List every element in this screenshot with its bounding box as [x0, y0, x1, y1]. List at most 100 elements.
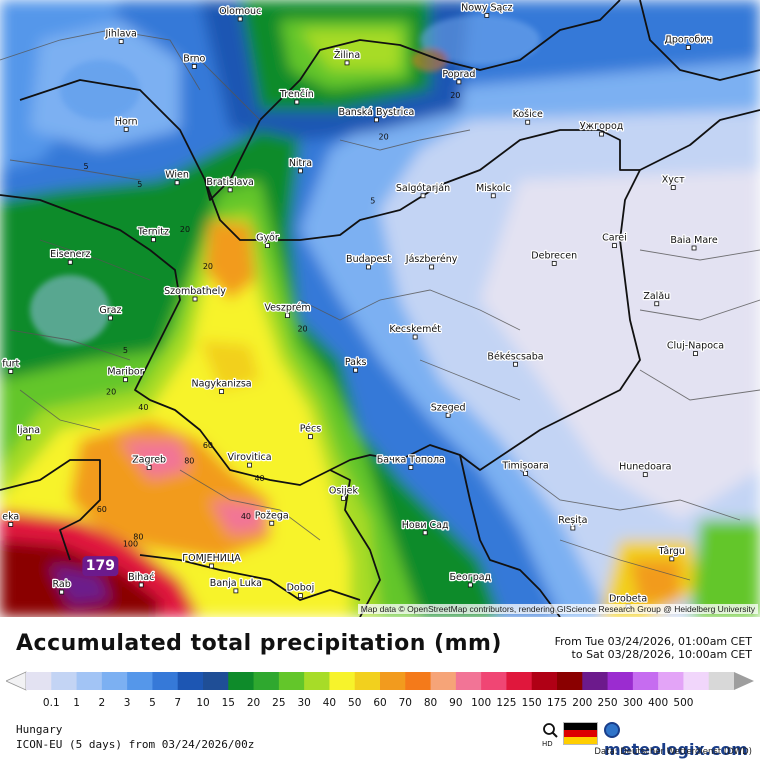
city-marker [693, 351, 698, 356]
contour-label: 20 [180, 225, 190, 234]
city-marker [523, 471, 528, 476]
city-marker [374, 117, 379, 123]
city-label: Wien [165, 170, 189, 181]
scale-tick-label: 7 [174, 697, 182, 709]
brand-name: meteologix.com [604, 740, 748, 759]
scale-tick-label: 80 [423, 697, 438, 709]
city-marker [237, 16, 243, 22]
city-marker [233, 588, 239, 594]
city-label: Cluj-Napoca [667, 341, 724, 352]
city-label: Zagreb [132, 454, 166, 465]
contour-label: 40 [254, 474, 264, 483]
city-marker [8, 368, 14, 374]
scale-color-swatch [203, 672, 229, 690]
legend-panel: Accumulated total precipitation (mm) Fro… [0, 617, 760, 760]
scale-color-swatch [354, 672, 381, 690]
scale-color-swatch [329, 672, 356, 690]
map-attribution: Map data © OpenStreetMap contributors, r… [357, 604, 758, 614]
brand-logo[interactable]: meteologix.com [604, 721, 760, 759]
city-marker [67, 259, 73, 265]
scale-tick-label: 200 [572, 697, 593, 709]
contour-label: 20 [297, 325, 307, 334]
city-marker [285, 313, 290, 319]
city-marker [445, 412, 451, 418]
scale-tick-label: 70 [398, 697, 412, 709]
city-label: Maribor [107, 367, 143, 378]
scale-tick-label: 3 [123, 697, 131, 709]
city-label: Miskolc [476, 183, 511, 194]
scale-tick-label: 150 [521, 697, 542, 709]
scale-color-swatch [430, 672, 457, 690]
contour-label: 60 [97, 505, 107, 514]
contour-label: 5 [123, 346, 128, 355]
model-run: ICON-EU (5 days) from 03/24/2026/00z [16, 738, 255, 751]
scale-color-swatch [455, 672, 482, 690]
hd-zoom-icon[interactable]: HD [540, 721, 566, 747]
precipitation-map[interactable]: 20 20 5 5 5 20 20 20 5 20 40 60 80 40 60 40 100 80 179 Olo… [0, 0, 760, 617]
city-label: Virovitica [227, 452, 271, 463]
city-label: ГОМЈЕНИЦА [182, 553, 241, 564]
city-marker [138, 582, 144, 588]
city-marker [151, 237, 156, 243]
city-marker [341, 495, 346, 501]
city-marker [59, 589, 65, 595]
city-label: Veszprém [264, 303, 310, 314]
city-marker [685, 45, 691, 50]
city-label: Szeged [431, 402, 466, 413]
scale-tick-label: 500 [673, 697, 694, 709]
contour-label: 5 [370, 197, 375, 206]
scale-color-swatch [708, 672, 735, 690]
contour-label: 80 [133, 532, 143, 541]
scale-color-swatch [405, 672, 432, 690]
city-marker [298, 168, 303, 174]
scale-color-swatch [531, 672, 558, 690]
city-marker [26, 435, 32, 441]
city-marker [691, 245, 697, 251]
contour-label: 5 [137, 180, 142, 189]
scale-max-arrow [734, 672, 754, 690]
city-marker [298, 593, 303, 599]
city-marker [123, 377, 128, 383]
city-label: Carei [602, 233, 627, 244]
contour-label: 100 [123, 539, 138, 548]
city-marker [366, 264, 371, 270]
scale-tick-label: 40 [322, 697, 337, 709]
city-marker [8, 522, 14, 527]
city-label: Нови Сад [402, 520, 449, 531]
city-label: Eisenerz [50, 249, 90, 260]
city-marker [269, 520, 275, 526]
city-label: Horn [115, 116, 138, 127]
city-label: Brno [183, 53, 205, 64]
city-label: Nagykanizsa [191, 379, 251, 390]
contour-label: 40 [241, 512, 251, 521]
city-label: Ternitz [137, 227, 169, 238]
city-label: Budapest [346, 254, 391, 265]
city-marker [219, 389, 224, 394]
city-marker [612, 243, 617, 249]
city-label: Banja Luka [210, 578, 262, 589]
scale-tick-label: 100 [471, 697, 492, 709]
city-label: Olomouc [219, 6, 261, 17]
scale-color-swatch [380, 672, 406, 690]
scale-color-swatch [152, 672, 179, 690]
scale-color-swatch [253, 672, 280, 690]
city-label: Banská Bystrica [338, 107, 414, 118]
city-marker [265, 243, 270, 249]
city-label: Zalău [643, 291, 670, 302]
city-label: Bratislava [206, 177, 253, 188]
city-label: Timișoara [501, 460, 548, 471]
scale-color-swatch [51, 672, 78, 690]
city-marker [209, 563, 214, 569]
scale-tick-label: 10 [196, 697, 210, 709]
scale-tick-label: 400 [648, 697, 669, 709]
germany-flag-icon [563, 722, 598, 745]
scale-min-arrow [6, 671, 27, 691]
city-label: Jászberény [405, 254, 458, 265]
city-label: ljana [17, 425, 40, 436]
city-label: Hunedoara [619, 462, 671, 473]
scale-color-swatch [658, 672, 684, 690]
color-scale [6, 671, 754, 691]
scale-color-swatch [607, 672, 634, 690]
contour-label: 20 [106, 388, 116, 397]
